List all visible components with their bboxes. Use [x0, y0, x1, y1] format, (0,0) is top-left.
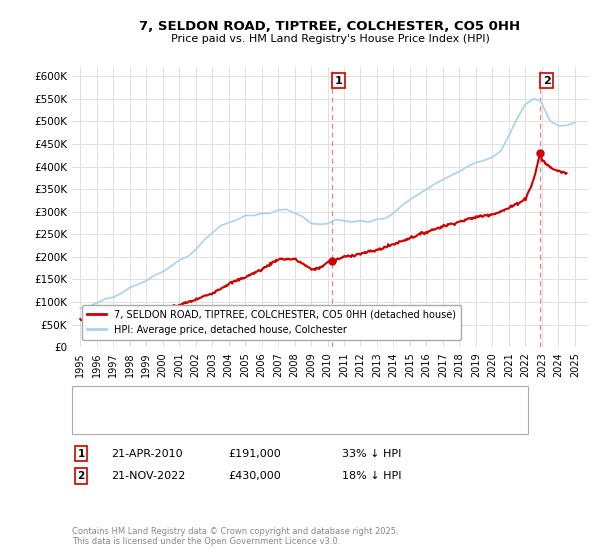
Text: 33% ↓ HPI: 33% ↓ HPI	[342, 449, 401, 459]
Text: —: —	[87, 393, 101, 408]
Text: Price paid vs. HM Land Registry's House Price Index (HPI): Price paid vs. HM Land Registry's House …	[170, 34, 490, 44]
Text: 2: 2	[542, 76, 550, 86]
Text: HPI: Average price, detached house, Colchester: HPI: Average price, detached house, Colc…	[102, 418, 351, 428]
Text: 21-APR-2010: 21-APR-2010	[111, 449, 182, 459]
Text: 21-NOV-2022: 21-NOV-2022	[111, 471, 185, 481]
Text: 7, SELDON ROAD, TIPTREE, COLCHESTER, CO5 0HH (detached house): 7, SELDON ROAD, TIPTREE, COLCHESTER, CO5…	[102, 395, 466, 405]
Text: £430,000: £430,000	[228, 471, 281, 481]
Text: Contains HM Land Registry data © Crown copyright and database right 2025.
This d: Contains HM Land Registry data © Crown c…	[72, 526, 398, 546]
Text: —: —	[87, 416, 101, 430]
Text: 7, SELDON ROAD, TIPTREE, COLCHESTER, CO5 0HH: 7, SELDON ROAD, TIPTREE, COLCHESTER, CO5…	[139, 20, 521, 32]
Text: 1: 1	[335, 76, 343, 86]
Text: 1: 1	[77, 449, 85, 459]
Text: £191,000: £191,000	[228, 449, 281, 459]
Text: 18% ↓ HPI: 18% ↓ HPI	[342, 471, 401, 481]
Legend: 7, SELDON ROAD, TIPTREE, COLCHESTER, CO5 0HH (detached house), HPI: Average pric: 7, SELDON ROAD, TIPTREE, COLCHESTER, CO5…	[82, 305, 461, 339]
Text: 2: 2	[77, 471, 85, 481]
